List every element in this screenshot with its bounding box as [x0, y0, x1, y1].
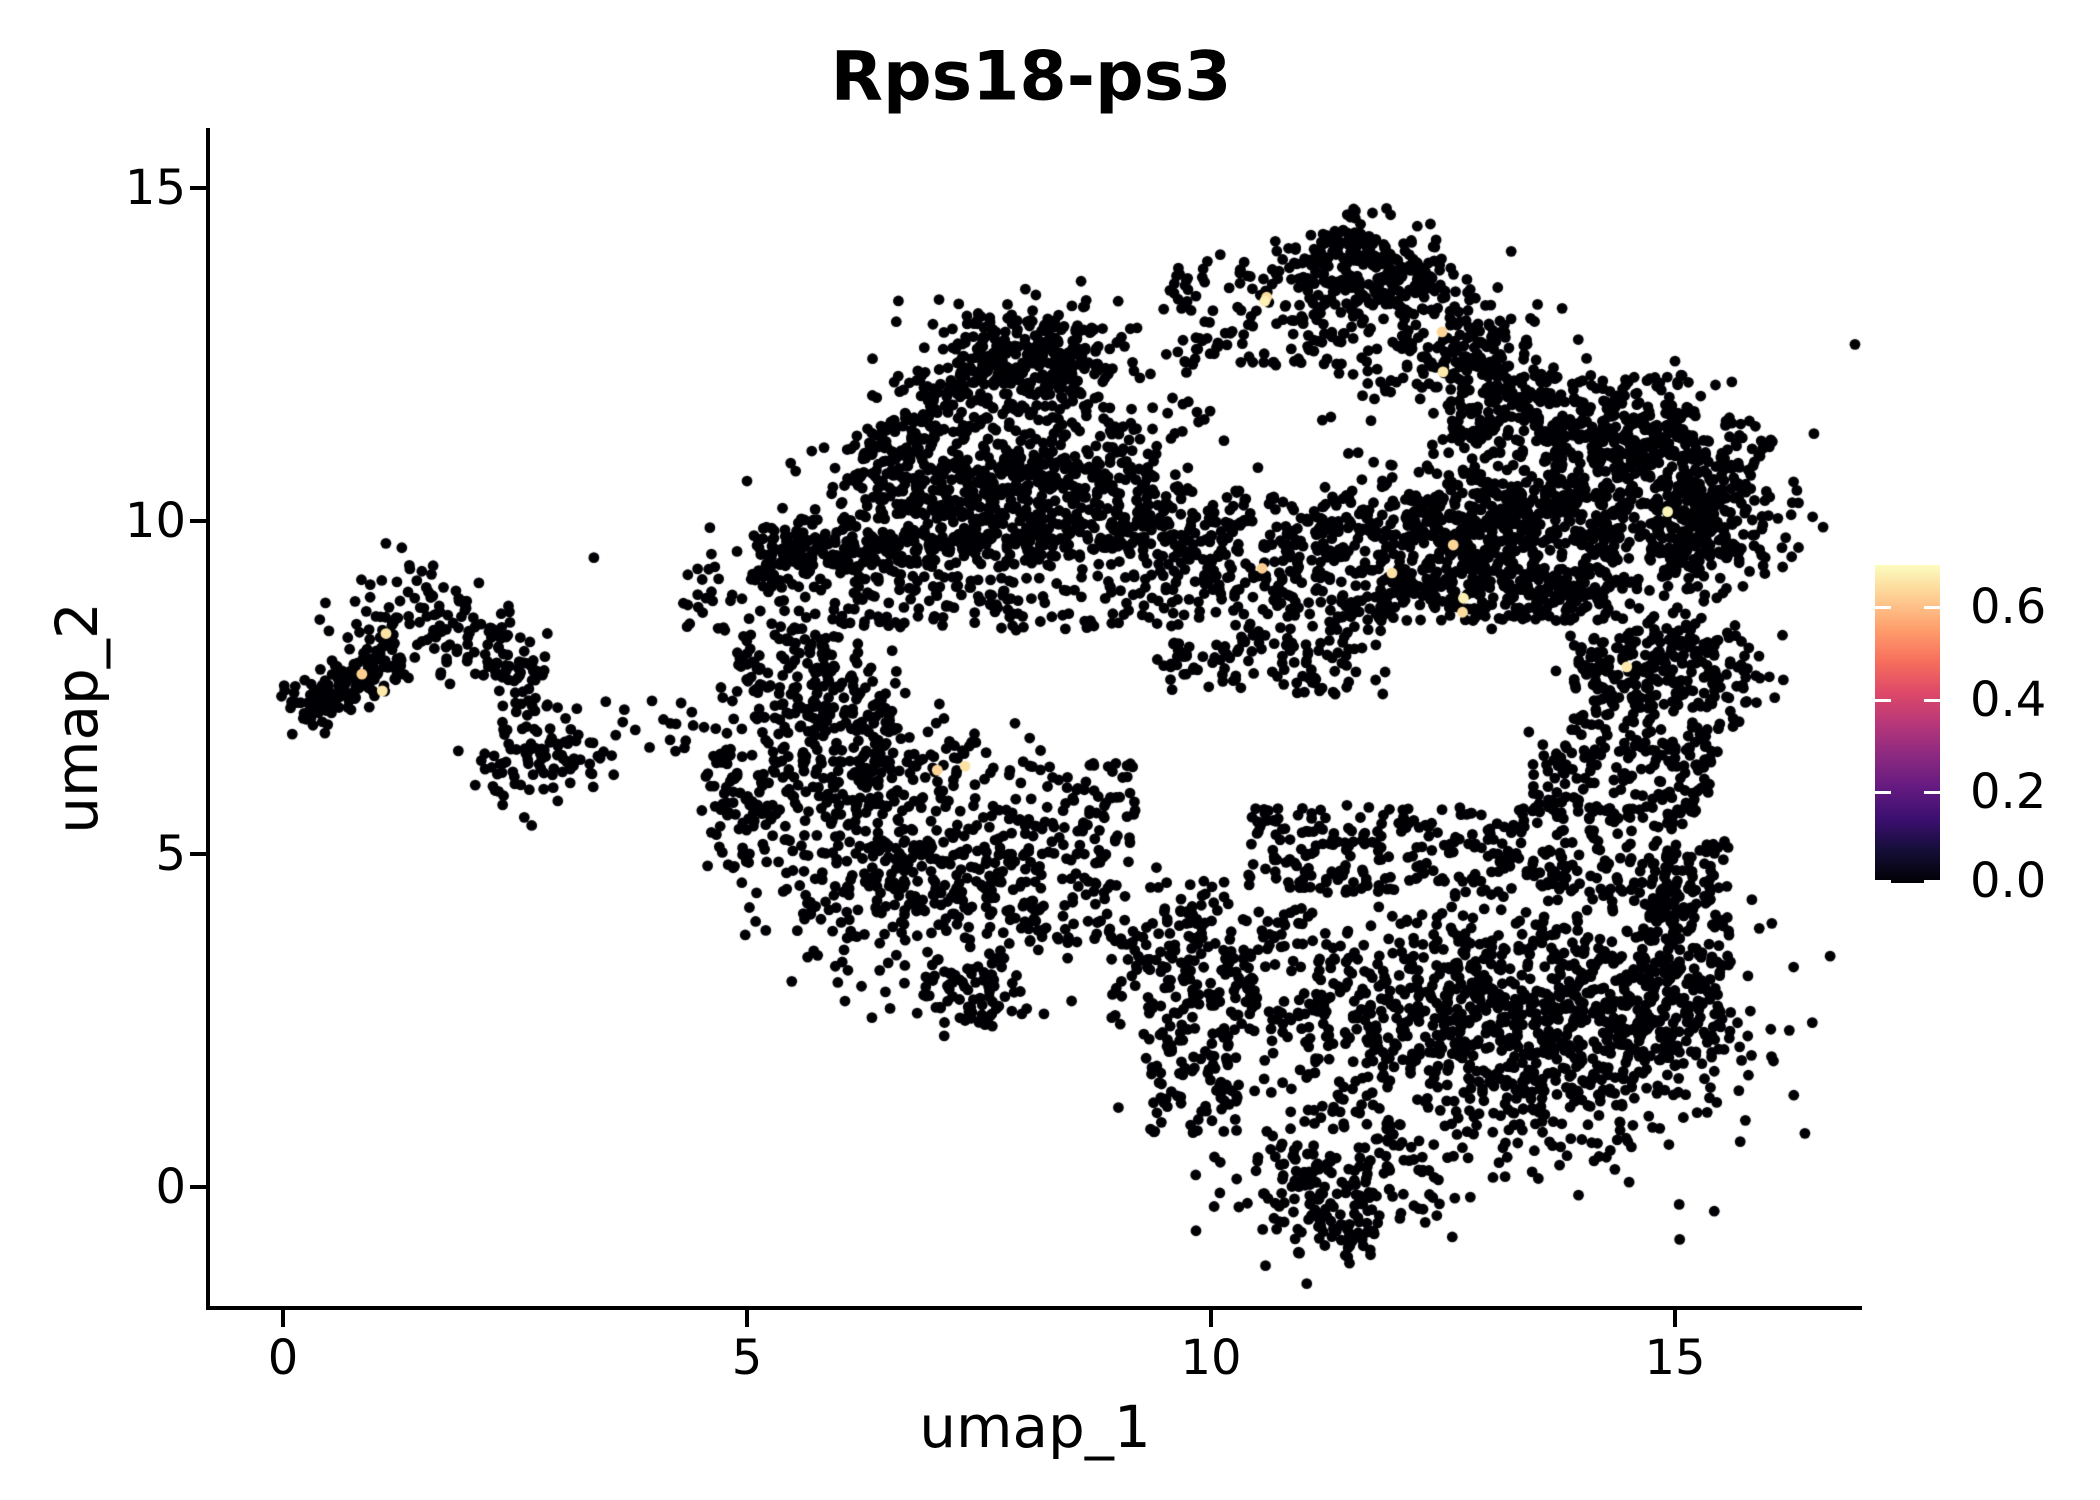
colorbar-tick [1924, 880, 1940, 883]
x-tick-label: 0 [267, 1330, 299, 1386]
y-tick-label: 0 [155, 1159, 186, 1215]
colorbar-tick [1875, 606, 1891, 610]
y-tick [190, 1185, 207, 1189]
plot-title: Rps18-ps3 [830, 37, 1232, 117]
colorbar-tick-label: 0.6 [1970, 579, 2047, 636]
y-axis-line [206, 128, 210, 1310]
y-tick-label: 5 [155, 826, 186, 882]
colorbar-tick-label: 0.0 [1970, 853, 2047, 909]
y-tick-label: 15 [124, 160, 186, 216]
colorbar-tick [1924, 606, 1940, 610]
x-tick [1209, 1310, 1213, 1327]
colorbar-tick [1924, 698, 1940, 702]
y-tick-label: 10 [124, 493, 186, 549]
x-tick [1673, 1310, 1677, 1327]
colorbar-tick-label: 0.2 [1970, 763, 2047, 820]
colorbar-gradient [1875, 565, 1940, 883]
x-tick [745, 1310, 749, 1327]
y-axis-label: umap_2 [43, 602, 111, 834]
x-tick-label: 5 [731, 1330, 763, 1386]
x-tick [281, 1310, 285, 1327]
y-tick [190, 519, 207, 523]
colorbar-tick [1875, 698, 1891, 702]
x-axis-line [206, 1306, 1862, 1310]
x-axis-label: umap_1 [919, 1393, 1151, 1461]
colorbar-tick [1875, 790, 1891, 794]
colorbar-tick [1924, 790, 1940, 794]
y-tick [190, 186, 207, 190]
y-tick [190, 852, 207, 856]
colorbar-tick [1875, 880, 1891, 883]
x-tick-label: 15 [1644, 1330, 1706, 1386]
colorbar-tick-label: 0.4 [1970, 671, 2047, 728]
x-tick-label: 10 [1180, 1330, 1242, 1386]
